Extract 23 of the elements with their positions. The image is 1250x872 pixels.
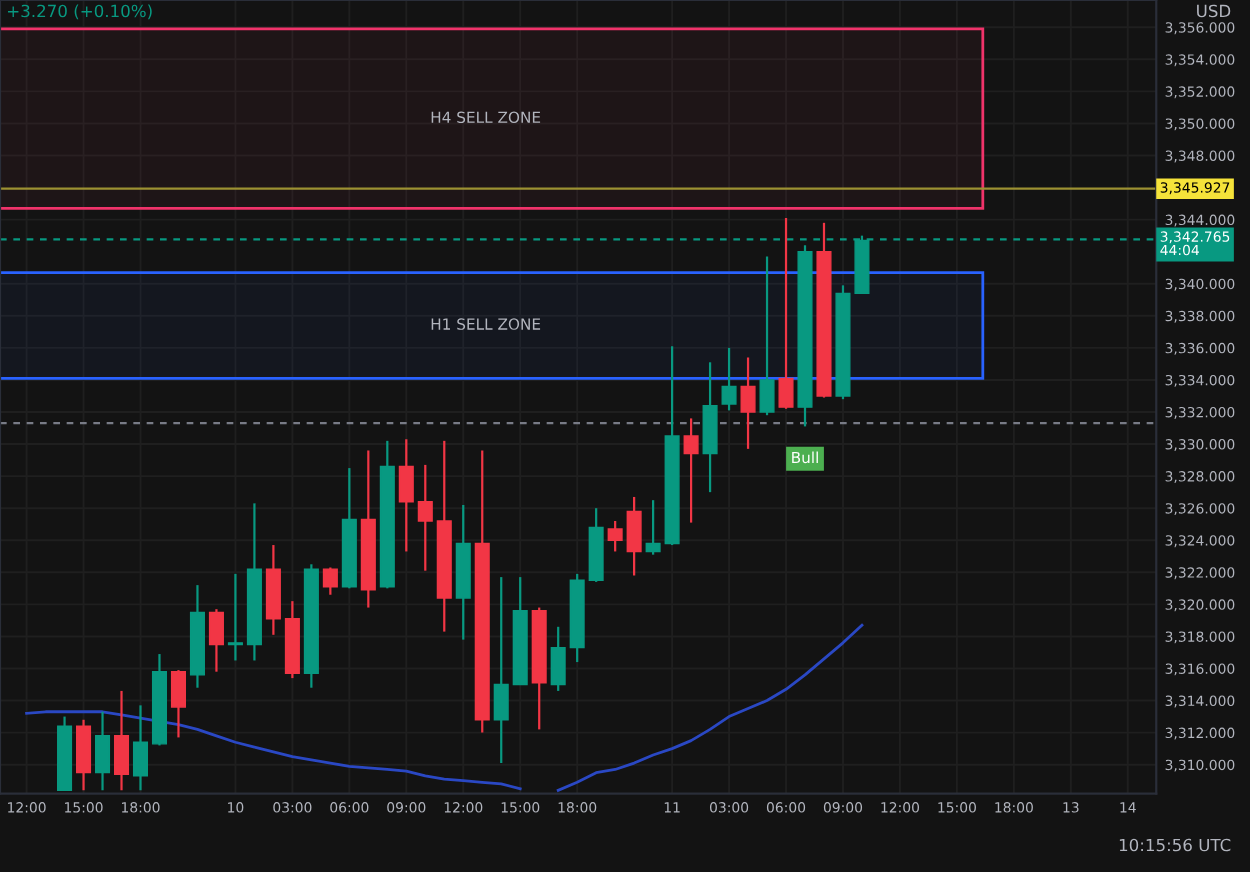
text: 10:15:56 UTC [1119, 838, 1231, 852]
candlestick [721, 346, 737, 412]
candlestick [170, 668, 186, 739]
candlestick [208, 608, 224, 673]
candlestick [76, 718, 92, 792]
candlestick [778, 216, 794, 410]
candlestick [550, 625, 566, 693]
candlestick [759, 255, 775, 417]
candlestick [132, 704, 149, 792]
candlestick [645, 499, 661, 556]
candlestick [626, 495, 642, 577]
candlestick [94, 710, 111, 792]
annotation: +3.270 (+0.10%) [8, 4, 152, 20]
candlestick [113, 689, 130, 792]
candlestick [607, 519, 623, 553]
candlestick [417, 463, 433, 572]
candlestick [398, 438, 414, 553]
candlestick [740, 356, 756, 450]
text: USD [1197, 4, 1231, 18]
candlestick [493, 576, 509, 765]
candlestick [683, 417, 699, 524]
candlestick [227, 572, 243, 662]
candlestick [322, 566, 338, 596]
